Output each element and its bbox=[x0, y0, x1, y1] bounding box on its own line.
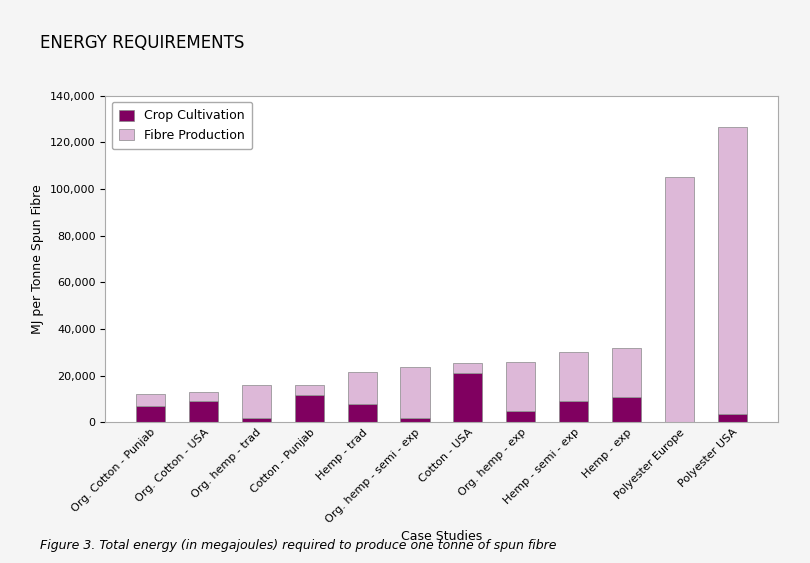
X-axis label: Case Studies: Case Studies bbox=[401, 530, 482, 543]
Bar bbox=[189, 392, 218, 401]
Text: ENERGY REQUIREMENTS: ENERGY REQUIREMENTS bbox=[40, 34, 245, 52]
Bar bbox=[295, 395, 324, 422]
Bar bbox=[718, 414, 747, 422]
Bar bbox=[559, 401, 588, 422]
Bar bbox=[189, 401, 218, 422]
Y-axis label: MJ per Tonne Spun Fibre: MJ per Tonne Spun Fibre bbox=[32, 184, 45, 334]
Bar bbox=[347, 372, 377, 404]
Text: Figure 3. Total energy (in megajoules) required to produce one tonne of spun fib: Figure 3. Total energy (in megajoules) r… bbox=[40, 539, 557, 552]
Bar bbox=[612, 347, 642, 396]
Bar bbox=[612, 396, 642, 422]
Bar bbox=[400, 418, 429, 422]
Bar bbox=[665, 177, 694, 422]
Bar bbox=[454, 363, 483, 373]
Bar bbox=[400, 368, 429, 418]
Bar bbox=[718, 127, 747, 414]
Bar bbox=[454, 373, 483, 422]
Bar bbox=[347, 404, 377, 422]
Bar bbox=[241, 385, 271, 418]
Bar bbox=[136, 406, 165, 422]
Bar bbox=[506, 361, 535, 410]
Bar bbox=[295, 385, 324, 395]
Bar bbox=[136, 394, 165, 406]
Bar bbox=[559, 352, 588, 401]
Bar bbox=[241, 418, 271, 422]
Bar bbox=[506, 410, 535, 422]
Legend: Crop Cultivation, Fibre Production: Crop Cultivation, Fibre Production bbox=[112, 102, 252, 149]
